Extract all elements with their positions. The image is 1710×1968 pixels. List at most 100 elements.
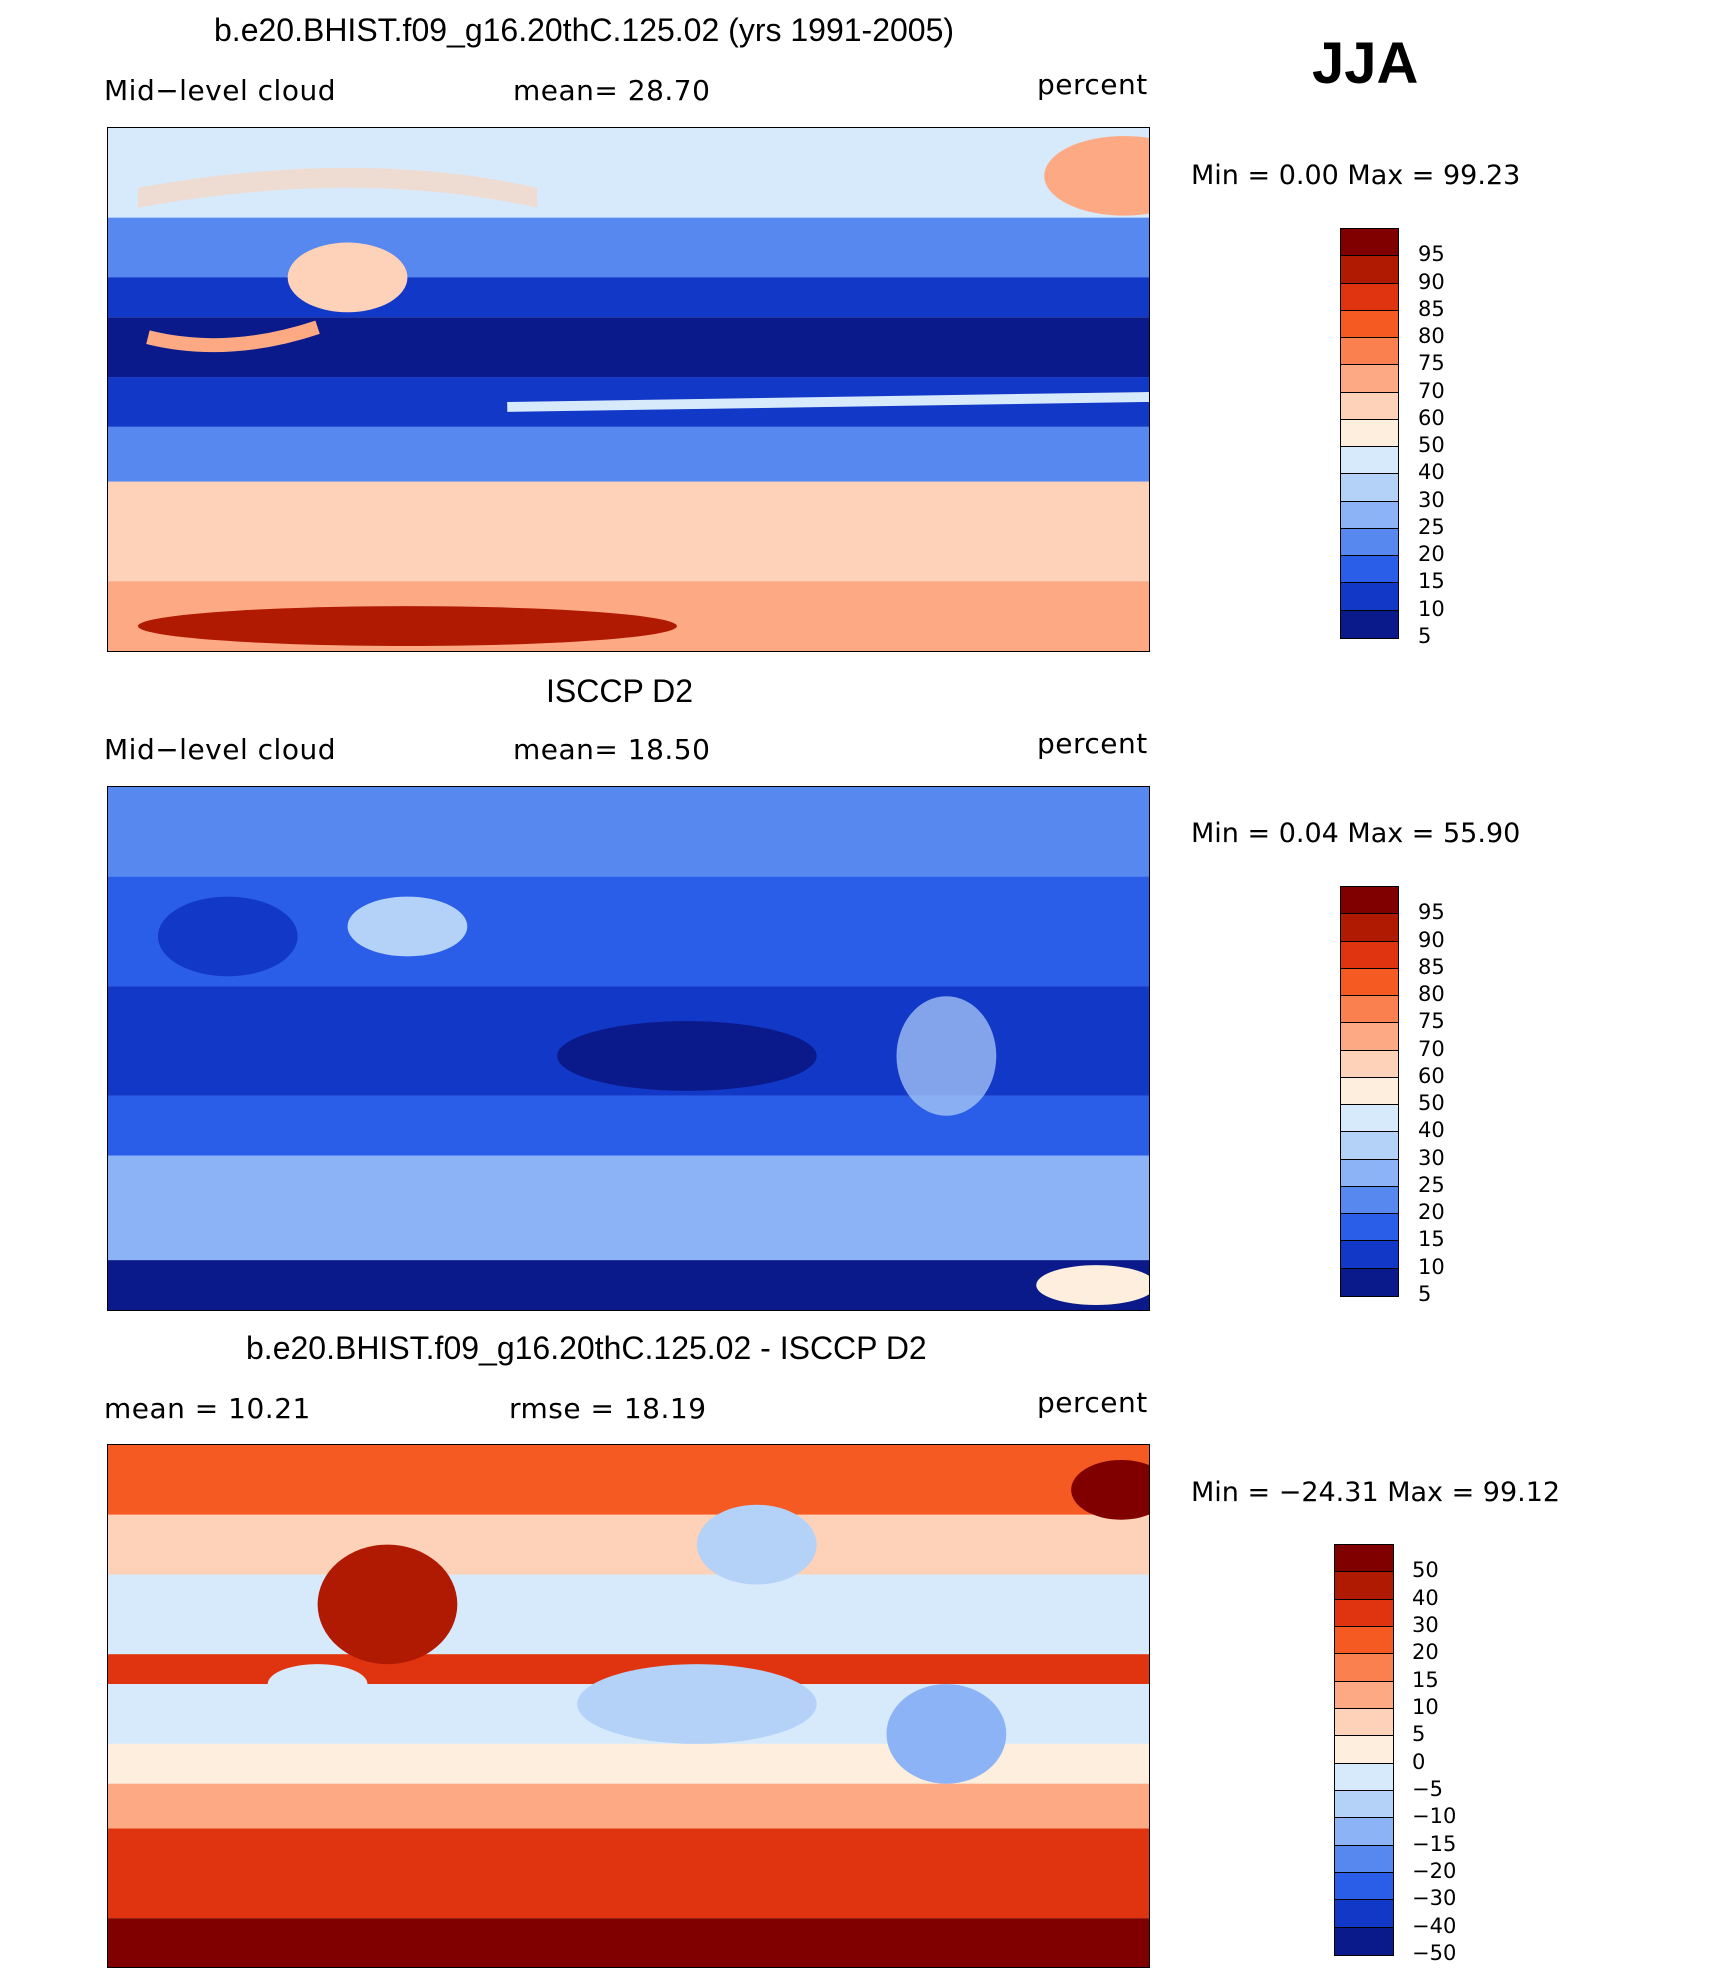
colorbar-tick-label: 10 — [1412, 1695, 1439, 1719]
colorbar-swatch — [1341, 283, 1398, 311]
panel-2-mean-label: mean= 18.50 — [513, 733, 711, 766]
colorbar-tick-label: 40 — [1418, 1118, 1445, 1143]
panel-3-colorbar — [1334, 1544, 1394, 1956]
colorbar-tick-label: 20 — [1418, 542, 1445, 567]
colorbar-swatch — [1341, 941, 1398, 969]
panel-3-map-field — [108, 1445, 1149, 1967]
colorbar-swatch — [1335, 1872, 1393, 1901]
colorbar-tick-label: 40 — [1418, 460, 1445, 485]
colorbar-swatch — [1341, 556, 1398, 584]
panel-2-variable-label: Mid−level cloud — [104, 733, 336, 766]
panel-2-minmax: Min = 0.04 Max = 55.90 — [1191, 818, 1521, 849]
season-label: JJA — [1312, 31, 1419, 96]
colorbar-swatch — [1341, 1186, 1398, 1215]
colorbar-swatch — [1341, 1214, 1398, 1242]
colorbar-tick-label: 60 — [1418, 405, 1445, 430]
colorbar-tick-label: 60 — [1418, 1063, 1445, 1088]
colorbar-swatch — [1341, 1077, 1398, 1106]
colorbar-swatch — [1341, 968, 1398, 997]
colorbar-swatch — [1335, 1845, 1393, 1873]
colorbar-swatch — [1335, 1927, 1393, 1955]
colorbar-tick-label: 30 — [1418, 1145, 1445, 1170]
panel-3-mean-label: mean = 10.21 — [104, 1392, 311, 1425]
panel-2-map — [107, 786, 1150, 1311]
colorbar-tick-label: 70 — [1418, 378, 1445, 403]
panel-3-map — [107, 1444, 1150, 1968]
colorbar-tick-label: −20 — [1412, 1859, 1457, 1883]
panel-3-units-label: percent — [1037, 1386, 1148, 1419]
colorbar-swatch — [1341, 1268, 1398, 1296]
colorbar-swatch — [1341, 528, 1398, 557]
colorbar-tick-label: 70 — [1418, 1036, 1445, 1061]
colorbar-tick-label: 30 — [1412, 1613, 1439, 1637]
colorbar-tick-label: 85 — [1418, 296, 1445, 321]
colorbar-swatch — [1341, 365, 1398, 393]
colorbar-swatch — [1335, 1599, 1393, 1627]
colorbar-tick-label: 90 — [1418, 269, 1445, 294]
colorbar-tick-label: 15 — [1418, 569, 1445, 594]
colorbar-tick-label: 50 — [1412, 1558, 1439, 1583]
colorbar-tick-label: 75 — [1418, 351, 1445, 376]
colorbar-swatch — [1335, 1790, 1393, 1819]
panel-3-minmax: Min = −24.31 Max = 99.12 — [1191, 1477, 1561, 1508]
panel-1-title: b.e20.BHIST.f09_g16.20thC.125.02 (yrs 19… — [214, 12, 955, 48]
panel-1-colorbar — [1340, 228, 1399, 639]
colorbar-swatch — [1335, 1736, 1393, 1764]
colorbar-swatch — [1341, 1050, 1398, 1078]
colorbar-swatch — [1341, 501, 1398, 529]
colorbar-swatch — [1341, 392, 1398, 420]
colorbar-swatch — [1335, 1572, 1393, 1600]
panel-1-units-label: percent — [1037, 68, 1148, 101]
colorbar-tick-label: 25 — [1418, 514, 1445, 539]
panel-1-map — [107, 127, 1150, 652]
colorbar-tick-label: −50 — [1412, 1941, 1457, 1965]
colorbar-swatch — [1341, 996, 1398, 1024]
colorbar-swatch — [1335, 1818, 1393, 1846]
colorbar-swatch — [1335, 1681, 1393, 1709]
colorbar-tick-label: 50 — [1418, 1091, 1445, 1116]
colorbar-tick-label: 20 — [1412, 1640, 1439, 1665]
colorbar-tick-label: 80 — [1418, 324, 1445, 349]
colorbar-tick-label: 90 — [1418, 927, 1445, 952]
panel-3-colorbar-labels: 50 40 30 20 15 10 5 0 −5 −10 −15 −20 −30 −40 −50 — [1412, 1544, 1502, 1964]
colorbar-tick-label: 10 — [1418, 1254, 1445, 1279]
colorbar-swatch — [1341, 1105, 1398, 1133]
panel-1-minmax: Min = 0.00 Max = 99.23 — [1191, 160, 1521, 191]
colorbar-tick-label: 25 — [1418, 1172, 1445, 1197]
colorbar-tick-label: −5 — [1412, 1777, 1443, 1801]
panel-2-title: ISCCP D2 — [546, 673, 694, 709]
panel-1-map-field — [108, 128, 1149, 651]
colorbar-tick-label: −40 — [1412, 1913, 1457, 1938]
colorbar-swatch — [1341, 583, 1398, 611]
colorbar-swatch — [1341, 419, 1398, 448]
colorbar-tick-label: 20 — [1418, 1200, 1445, 1225]
colorbar-tick-label: 95 — [1418, 242, 1445, 267]
colorbar-tick-label: 10 — [1418, 596, 1445, 621]
colorbar-swatch — [1341, 914, 1398, 942]
colorbar-swatch — [1341, 887, 1398, 915]
colorbar-tick-label: 85 — [1418, 954, 1445, 979]
colorbar-swatch — [1341, 310, 1398, 339]
colorbar-swatch — [1341, 1241, 1398, 1269]
colorbar-tick-label: 5 — [1418, 1282, 1432, 1306]
colorbar-swatch — [1341, 1132, 1398, 1160]
colorbar-tick-label: 5 — [1412, 1722, 1426, 1747]
colorbar-tick-label: 30 — [1418, 487, 1445, 512]
colorbar-tick-label: 80 — [1418, 982, 1445, 1007]
colorbar-swatch — [1341, 338, 1398, 366]
colorbar-swatch — [1341, 447, 1398, 475]
colorbar-swatch — [1341, 474, 1398, 502]
colorbar-tick-label: 15 — [1412, 1667, 1439, 1692]
colorbar-swatch — [1335, 1654, 1393, 1682]
colorbar-swatch — [1341, 229, 1398, 257]
colorbar-swatch — [1335, 1708, 1393, 1737]
colorbar-swatch — [1341, 1023, 1398, 1051]
panel-2-map-field — [108, 787, 1149, 1310]
colorbar-tick-label: 0 — [1412, 1749, 1426, 1774]
colorbar-tick-label: 95 — [1418, 900, 1445, 925]
colorbar-swatch — [1341, 1159, 1398, 1187]
panel-2-units-label: percent — [1037, 727, 1148, 760]
colorbar-tick-label: 15 — [1418, 1227, 1445, 1252]
colorbar-swatch — [1335, 1900, 1393, 1928]
panel-1-variable-label: Mid−level cloud — [104, 74, 336, 107]
